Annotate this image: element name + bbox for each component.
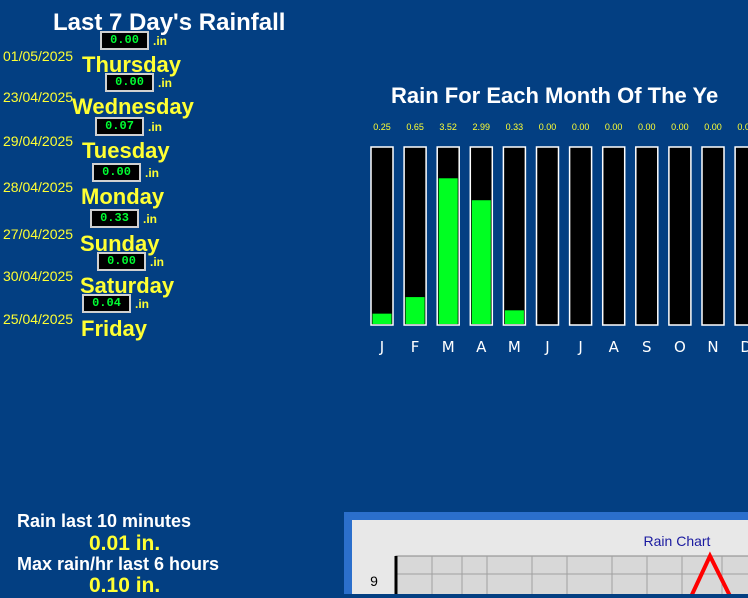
day-date: 23/04/2025 bbox=[3, 89, 74, 105]
month-bar-value-label: 0.00 bbox=[605, 122, 623, 132]
unit-label: .in bbox=[143, 212, 157, 226]
month-bar-track bbox=[568, 146, 593, 326]
day-rain-readout: 0.00 bbox=[100, 31, 149, 50]
month-bar-value-label: 2.99 bbox=[473, 122, 491, 132]
rain-10min-value: 0.01 in. bbox=[89, 532, 161, 555]
month-bar-value-label: 0.25 bbox=[373, 122, 391, 132]
rain-10min-label: Rain last 10 minutes bbox=[17, 511, 192, 531]
day-date: 01/05/2025 bbox=[3, 48, 74, 64]
month-bar-track bbox=[601, 146, 626, 326]
month-label: D bbox=[740, 338, 748, 356]
monthly-rain-title: Rain For Each Month Of The Ye bbox=[391, 83, 719, 108]
rain-chart-plot-area: Rain Chart 9 bbox=[352, 520, 748, 594]
month-bar-track bbox=[701, 146, 725, 326]
last-7-days-title: Last 7 Day's Rainfall bbox=[53, 9, 286, 36]
monthly-rain-chart: 0.25 J 0.65 F 3.52 M 2.99 A 0.33 M 0.00 J 0.00 J 0.00 A… bbox=[370, 122, 748, 356]
month-bar-value-label: 0.00 bbox=[671, 122, 689, 132]
month-bar-fill bbox=[405, 297, 425, 324]
month-bar-track bbox=[734, 146, 748, 326]
month-label: O bbox=[674, 338, 686, 356]
month-label: N bbox=[707, 338, 718, 356]
rain-chart-title: Rain Chart bbox=[644, 533, 711, 549]
month-bar-value-label: 0.00 bbox=[638, 122, 656, 132]
month-bar-fill bbox=[471, 200, 491, 324]
month-bar-value-label: 3.52 bbox=[439, 122, 457, 132]
unit-label: .in bbox=[158, 76, 172, 90]
day-date: 27/04/2025 bbox=[3, 226, 74, 242]
month-bar-value-label: 0.33 bbox=[506, 122, 524, 132]
day-rain-readout: 0.04 bbox=[82, 294, 131, 313]
month-label: A bbox=[609, 338, 620, 356]
unit-label: .in bbox=[148, 120, 162, 134]
rain-chart-panel: Rain Chart 9 bbox=[344, 512, 748, 594]
day-name: Tuesday bbox=[82, 138, 170, 163]
month-bar-track bbox=[403, 146, 427, 326]
rain-chart-grid-frame bbox=[395, 555, 748, 594]
max-rain-rate-label: Max rain/hr last 6 hours bbox=[17, 554, 220, 574]
rain-chart-svg: Rain Chart 9 bbox=[370, 533, 748, 594]
month-bar-value-label: 0.00 bbox=[572, 122, 590, 132]
day-date: 25/04/2025 bbox=[3, 311, 74, 327]
month-bar-track bbox=[635, 146, 659, 326]
day-name: Friday bbox=[81, 316, 148, 341]
day-rain-readout: 0.00 bbox=[105, 73, 154, 92]
day-rain-readout: 0.07 bbox=[95, 117, 144, 136]
month-bar-track bbox=[502, 146, 527, 326]
day-rain-readout: 0.00 bbox=[97, 252, 146, 271]
month-label: M bbox=[508, 338, 521, 356]
unit-label: .in bbox=[145, 166, 159, 180]
month-bar-fill bbox=[504, 310, 524, 324]
day-rain-readout: 0.33 bbox=[90, 209, 139, 228]
unit-label: .in bbox=[153, 34, 167, 48]
month-label: M bbox=[442, 338, 455, 356]
day-name: Monday bbox=[81, 184, 165, 209]
month-bar-value-label: 0.65 bbox=[406, 122, 424, 132]
day-name: Wednesday bbox=[72, 94, 194, 119]
month-bar-fill bbox=[372, 313, 392, 324]
month-bar-value-label: 0.00 bbox=[704, 122, 722, 132]
day-rain-readout: 0.00 bbox=[92, 163, 141, 182]
month-label: S bbox=[642, 338, 652, 356]
rain-chart-line bbox=[690, 551, 732, 594]
day-name: Sunday bbox=[80, 231, 160, 256]
month-bar-track bbox=[370, 146, 394, 326]
day-date: 28/04/2025 bbox=[3, 179, 74, 195]
rain-chart-gridlines bbox=[396, 556, 748, 594]
month-label: F bbox=[411, 338, 420, 356]
month-label: J bbox=[577, 338, 582, 356]
unit-label: .in bbox=[150, 255, 164, 269]
month-label: J bbox=[379, 338, 384, 356]
month-bar-value-label: 0.00 bbox=[737, 122, 748, 132]
day-name: Thursday bbox=[82, 52, 182, 77]
month-label: A bbox=[476, 338, 487, 356]
month-bar-track bbox=[535, 146, 560, 326]
day-name: Saturday bbox=[80, 273, 175, 298]
month-bar-value-label: 0.00 bbox=[539, 122, 557, 132]
day-date: 29/04/2025 bbox=[3, 133, 74, 149]
max-rain-rate-value: 0.10 in. bbox=[89, 574, 161, 597]
month-label: J bbox=[544, 338, 549, 356]
day-date: 30/04/2025 bbox=[3, 268, 74, 284]
unit-label: .in bbox=[135, 297, 149, 311]
month-bar-fill bbox=[438, 178, 458, 324]
month-bar-track bbox=[668, 146, 692, 326]
rain-chart-ytick: 9 bbox=[370, 573, 378, 589]
